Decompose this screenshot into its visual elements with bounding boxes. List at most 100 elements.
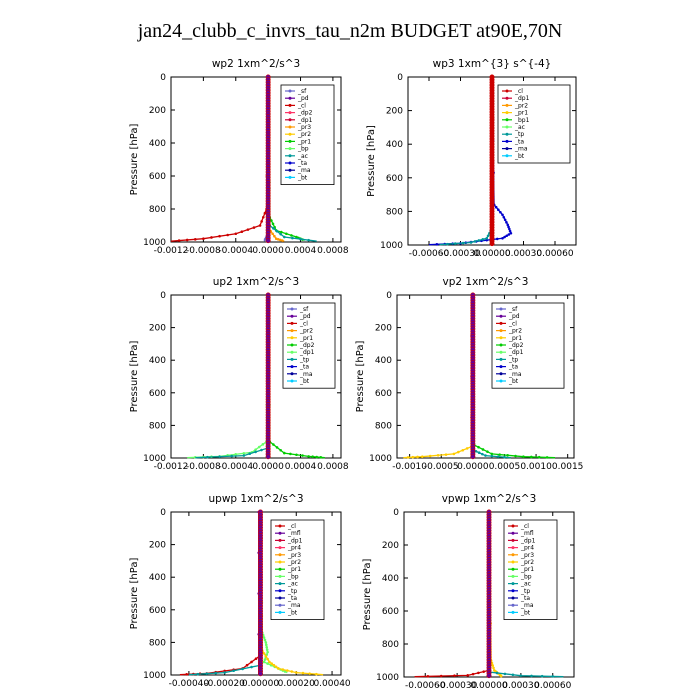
legend-label: _dp2 <box>297 110 313 117</box>
data-point <box>308 672 311 675</box>
y-tick-label: 0 <box>160 73 166 83</box>
legend-marker <box>505 147 509 151</box>
data-point <box>262 636 266 639</box>
data-point <box>495 671 499 675</box>
data-point <box>499 674 503 678</box>
data-point <box>272 227 275 230</box>
y-tick-label: 200 <box>149 324 166 334</box>
data-point <box>210 236 213 239</box>
legend-label: _pr1 <box>520 566 534 573</box>
legend-marker <box>290 314 294 318</box>
data-point <box>283 451 286 455</box>
data-point <box>503 455 506 459</box>
x-tick-label: -0.0008 <box>186 246 221 256</box>
data-point <box>466 674 470 677</box>
legend-marker <box>278 596 282 600</box>
data-point <box>262 652 266 655</box>
legend-marker <box>511 560 515 564</box>
data-point <box>420 455 424 458</box>
legend-marker <box>505 103 509 107</box>
y-tick-label: 200 <box>149 541 166 551</box>
legend-label: _pr2 <box>520 559 534 566</box>
data-point <box>453 242 457 245</box>
y-tick-label: 400 <box>149 573 166 583</box>
data-point <box>522 455 525 458</box>
legend-label: _ta <box>520 595 530 602</box>
chart-panel: wp2 1xm^2/s^3 Pressure [hPa] 0 200 400 600 800… <box>129 58 349 256</box>
legend-label: _tp <box>287 588 297 595</box>
legend-marker <box>290 307 294 311</box>
legend-marker <box>499 329 503 333</box>
data-point <box>270 662 273 665</box>
data-point <box>411 455 415 459</box>
data-point <box>511 673 515 677</box>
legend-marker <box>511 589 515 593</box>
data-point <box>295 453 298 457</box>
data-point <box>234 453 238 456</box>
data-point <box>508 227 511 231</box>
legend-marker <box>505 125 509 129</box>
data-point <box>205 672 209 675</box>
legend-marker <box>511 553 515 557</box>
legend-label: _sf <box>299 306 309 313</box>
y-tick-label: 1000 <box>369 454 392 464</box>
legend-marker <box>499 357 503 361</box>
legend-marker <box>288 89 292 93</box>
legend-marker <box>278 553 282 557</box>
data-point <box>444 453 448 456</box>
chart-panel: vpwp 1xm^2/s^3 Pressure [hPa] 0 200 400 600 80… <box>362 493 575 691</box>
legend-marker <box>290 357 294 361</box>
legend-marker <box>278 538 282 542</box>
series-line <box>179 512 262 676</box>
data-point <box>248 452 252 456</box>
data-point <box>245 663 249 667</box>
y-axis-label: Pressure [hPa] <box>366 125 377 197</box>
chart-title: vp2 1xm^2/s^3 <box>443 276 529 288</box>
data-point <box>301 454 304 457</box>
legend-box <box>497 84 571 164</box>
legend-label: _pr4 <box>287 545 301 552</box>
data-point <box>505 234 509 238</box>
x-tick-label: 0.00030 <box>505 249 542 259</box>
x-tick-label: 0.0010 <box>520 462 552 472</box>
data-point <box>446 242 449 246</box>
legend-marker <box>288 147 292 151</box>
plot-frame <box>170 76 342 243</box>
x-tick-label: 0.00060 <box>534 681 571 691</box>
data-point <box>242 452 246 455</box>
chart-title: wp3 1xm^{3} s^{-4} <box>433 58 552 70</box>
legend-label: _tp <box>299 356 309 363</box>
legend-marker <box>290 372 294 376</box>
data-point <box>250 665 253 669</box>
y-tick-label: 1000 <box>376 673 399 683</box>
data-point <box>551 675 555 678</box>
data-point <box>486 673 492 679</box>
data-point <box>481 448 485 451</box>
legend-label: _pr2 <box>508 328 522 335</box>
data-point <box>241 667 244 671</box>
y-tick-label: 400 <box>386 140 403 150</box>
legend-label: _pr2 <box>287 559 301 566</box>
x-tick-label: 0.0008 <box>317 462 349 472</box>
data-point <box>537 455 541 459</box>
data-point <box>279 230 283 234</box>
data-point <box>453 674 456 677</box>
plot-frame <box>170 511 342 676</box>
y-tick-label: 800 <box>149 421 166 431</box>
data-point <box>272 663 276 667</box>
data-point <box>416 455 419 459</box>
legend-marker <box>511 582 515 586</box>
data-point <box>426 675 430 678</box>
data-point <box>319 456 323 459</box>
data-point <box>485 238 489 242</box>
data-point <box>503 218 507 222</box>
data-point <box>283 235 286 239</box>
y-axis-label: Pressure [hPa] <box>362 559 373 631</box>
legend-label: _bt <box>299 378 310 385</box>
x-tick-label: 0.00000 <box>242 679 279 689</box>
x-tick-label: -0.0004 <box>218 246 253 256</box>
legend-label: _pd <box>297 95 309 102</box>
x-tick-label: -0.00030 <box>437 681 478 691</box>
series-line <box>170 76 269 242</box>
plot-frame <box>170 294 342 459</box>
